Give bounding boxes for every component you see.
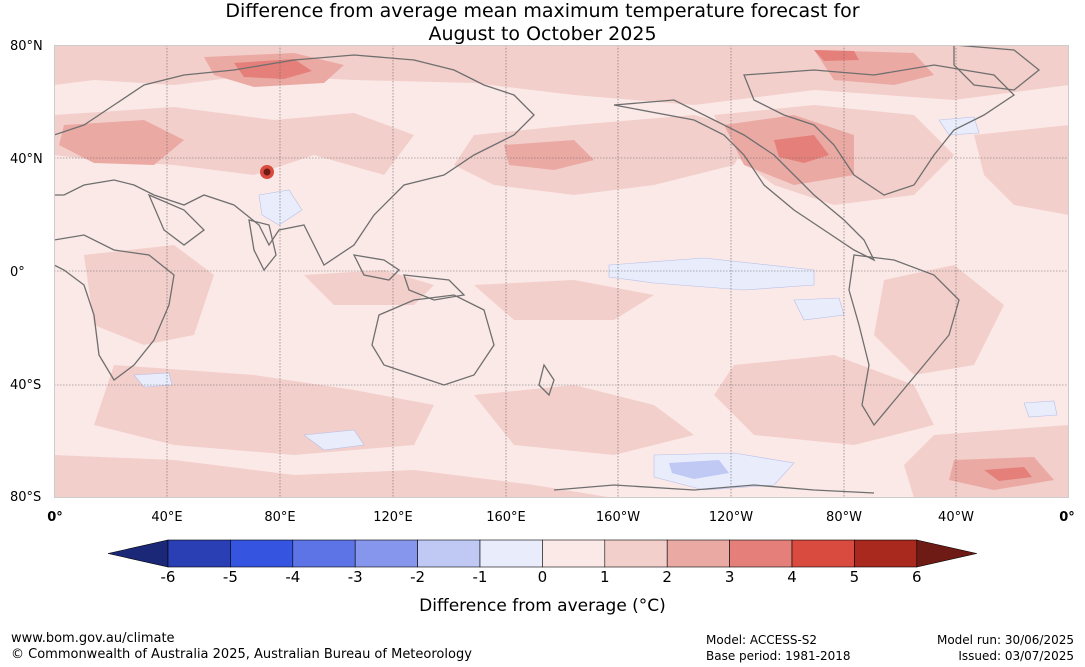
colorbar-tick-label: 3 bbox=[724, 568, 735, 586]
hotspot-plus6 bbox=[263, 168, 271, 176]
colorbar-cell bbox=[292, 539, 356, 568]
colorbar-tick-label: 0 bbox=[537, 568, 548, 586]
colorbar-cell bbox=[666, 539, 730, 568]
lon-label-160e: 160°E bbox=[486, 510, 526, 525]
colorbar-tick-label: -3 bbox=[347, 568, 363, 586]
lat-label-0: 0° bbox=[10, 265, 25, 280]
colorbar-tick-label: -1 bbox=[472, 568, 488, 586]
coastlines bbox=[54, 45, 1041, 494]
footer-website: www.bom.gov.au/climate bbox=[11, 631, 175, 646]
footer-copyright: © Commonwealth of Australia 2025, Austra… bbox=[11, 647, 472, 662]
colorbar-tick-label: 2 bbox=[662, 568, 672, 586]
colorbar-tick-label: -4 bbox=[285, 568, 301, 586]
footer-issued: Issued: 03/07/2025 bbox=[958, 649, 1074, 663]
colorbar-cell bbox=[354, 539, 418, 568]
lon-label-0-left: 0° bbox=[47, 510, 63, 525]
colorbar-cells bbox=[107, 539, 977, 568]
colorbar-tick-label: 4 bbox=[787, 568, 797, 586]
colorbar-tick-label: -5 bbox=[222, 568, 238, 586]
graticule bbox=[54, 45, 1069, 498]
title-line-2: August to October 2025 bbox=[428, 23, 657, 45]
colorbar-cell bbox=[729, 539, 793, 568]
anomaly-plus3-zones bbox=[234, 50, 1032, 481]
lon-label-80w: 80°W bbox=[826, 510, 862, 525]
colorbar-tick-label: 6 bbox=[912, 568, 922, 586]
lon-label-40w: 40°W bbox=[938, 510, 974, 525]
colorbar-tick-label: -6 bbox=[160, 568, 176, 586]
colorbar-cell bbox=[479, 539, 543, 568]
lat-label-40n: 40°N bbox=[10, 152, 43, 167]
lon-label-120e: 120°E bbox=[373, 510, 413, 525]
forecast-map bbox=[54, 45, 1069, 498]
lon-label-80e: 80°E bbox=[264, 510, 296, 525]
footer-base-period: Base period: 1981-2018 bbox=[706, 649, 851, 663]
colorbar-cell bbox=[230, 539, 294, 568]
lon-label-0-right: 0° bbox=[1059, 510, 1075, 525]
colorbar-cell bbox=[604, 539, 668, 568]
lon-label-40e: 40°E bbox=[151, 510, 183, 525]
colorbar-cell bbox=[791, 539, 855, 568]
anomaly-minus1-zones bbox=[669, 460, 729, 479]
lon-label-120w: 120°W bbox=[708, 510, 754, 525]
colorbar-label: Difference from average (°C) bbox=[419, 596, 666, 616]
footer-model-run: Model run: 30/06/2025 bbox=[936, 633, 1074, 647]
colorbar-cell bbox=[417, 539, 481, 568]
lat-label-80s: 80°S bbox=[10, 490, 42, 505]
colorbar-extend-high bbox=[916, 539, 977, 568]
colorbar-cell bbox=[854, 539, 918, 568]
lon-label-160w: 160°W bbox=[595, 510, 641, 525]
colorbar-cell bbox=[542, 539, 606, 568]
map-title: Difference from average mean maximum tem… bbox=[0, 0, 1085, 46]
colorbar-cell bbox=[167, 539, 231, 568]
map-border bbox=[54, 45, 1069, 498]
colorbar-tick-label: 1 bbox=[600, 568, 610, 586]
colorbar-tick-label: 5 bbox=[849, 568, 860, 586]
lat-label-80n: 80°N bbox=[10, 39, 43, 54]
title-line-1: Difference from average mean maximum tem… bbox=[225, 0, 860, 22]
map-canvas bbox=[54, 45, 1069, 498]
lat-label-40s: 40°S bbox=[10, 378, 42, 393]
footer-model: Model: ACCESS-S2 bbox=[706, 633, 818, 647]
colorbar bbox=[107, 539, 977, 568]
anomaly-minus-zones bbox=[133, 116, 1058, 491]
colorbar-tick-label: -2 bbox=[410, 568, 426, 586]
colorbar-extend-low bbox=[107, 539, 169, 568]
